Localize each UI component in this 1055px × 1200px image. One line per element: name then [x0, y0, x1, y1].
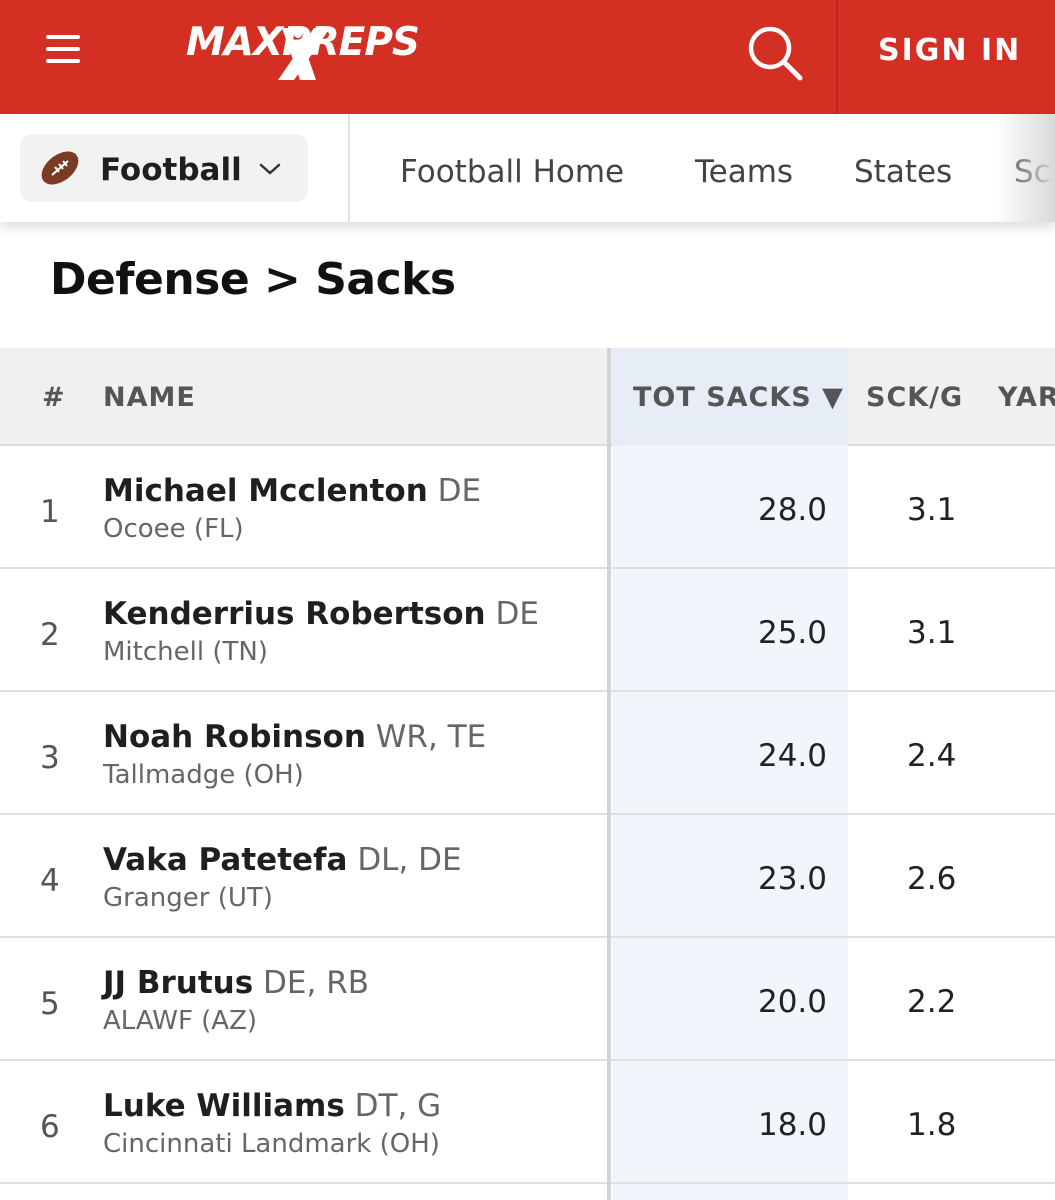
- tot-sacks-value: 24.0: [757, 738, 827, 774]
- row-rank: 5: [40, 986, 60, 1022]
- player-school[interactable]: Granger (UT): [103, 883, 273, 913]
- table-row[interactable]: 5 JJ Brutus DE, RB ALAWF (AZ) 20.0 2.2: [0, 938, 1055, 1061]
- sorted-column-highlight: [612, 446, 848, 1200]
- header-divider: [836, 0, 838, 114]
- page-title: Defense > Sacks: [50, 254, 456, 305]
- nav-links: Football Home Teams States Sc: [350, 114, 1055, 222]
- sck-g-value: 2.6: [907, 861, 957, 897]
- row-rank: 3: [40, 740, 60, 776]
- row-rank: 2: [40, 617, 60, 653]
- player-name-line: Noah Robinson WR, TE: [103, 719, 486, 755]
- player-name[interactable]: Michael Mcclenton: [103, 473, 428, 509]
- tot-sacks-value: 20.0: [757, 984, 827, 1020]
- search-icon[interactable]: [744, 22, 804, 82]
- sck-g-value: 3.1: [907, 615, 957, 651]
- nav-link-teams[interactable]: Teams: [695, 154, 794, 190]
- table-row[interactable]: 3 Noah Robinson WR, TE Tallmadge (OH) 24…: [0, 692, 1055, 815]
- table-header: # NAME TOT SACKS ▼ SCK/G YAR: [0, 348, 1055, 446]
- table-row[interactable]: 1 Michael Mcclenton DE Ocoee (FL) 28.0 3…: [0, 446, 1055, 569]
- row-rank: 1: [40, 494, 60, 530]
- player-name-line: Michael Mcclenton DE: [103, 473, 481, 509]
- col-header-tot-sacks[interactable]: TOT SACKS ▼: [633, 382, 844, 413]
- player-name[interactable]: Vaka Patetefa: [103, 842, 348, 878]
- tot-sacks-value: 28.0: [757, 492, 827, 528]
- col-header-rank: #: [42, 382, 66, 413]
- player-name[interactable]: Luke Williams: [103, 1088, 345, 1124]
- stats-table: # NAME TOT SACKS ▼ SCK/G YAR 1 Michael M…: [0, 348, 1055, 1200]
- player-school[interactable]: Ocoee (FL): [103, 514, 244, 544]
- sck-g-value: 2.4: [907, 738, 957, 774]
- tot-sacks-value: 18.0: [757, 1107, 827, 1143]
- maxpreps-logo[interactable]: MAXPREPS: [186, 14, 430, 84]
- logo-text: MAXPREPS: [186, 20, 420, 65]
- sck-g-value: 3.1: [907, 492, 957, 528]
- col-header-sck-g[interactable]: SCK/G: [866, 382, 964, 413]
- sign-in-button[interactable]: SIGN IN: [878, 33, 1022, 68]
- tot-sacks-value: 25.0: [757, 615, 827, 651]
- player-position: DT, G: [354, 1088, 442, 1124]
- logo-x-mark: [278, 27, 330, 80]
- row-rank: 6: [40, 1109, 60, 1145]
- table-row[interactable]: 6 Luke Williams DT, G Cincinnati Landmar…: [0, 1061, 1055, 1184]
- nav-scroll-fade: [995, 114, 1055, 222]
- player-name-line: Kenderrius Robertson DE: [103, 596, 539, 632]
- football-icon: [41, 151, 79, 185]
- player-name[interactable]: Kenderrius Robertson: [103, 596, 486, 632]
- sck-g-value: 2.2: [907, 984, 957, 1020]
- table-body: 1 Michael Mcclenton DE Ocoee (FL) 28.0 3…: [0, 446, 1055, 1184]
- player-position: DL, DE: [357, 842, 462, 878]
- chevron-down-icon: [259, 163, 281, 175]
- col-header-yards[interactable]: YAR: [998, 382, 1055, 413]
- frozen-column-divider: [607, 348, 611, 1200]
- tot-sacks-value: 23.0: [757, 861, 827, 897]
- player-position: WR, TE: [375, 719, 487, 755]
- sort-tot-sacks-header[interactable]: [612, 348, 848, 446]
- sport-label: Football: [100, 152, 242, 188]
- sport-selector[interactable]: Football: [20, 134, 308, 202]
- menu-icon[interactable]: [44, 32, 82, 66]
- sport-nav: Football Football Home Teams States Sc: [0, 114, 1055, 222]
- nav-divider: [348, 114, 350, 222]
- sck-g-value: 1.8: [907, 1107, 957, 1143]
- player-name[interactable]: Noah Robinson: [103, 719, 366, 755]
- nav-link-states[interactable]: States: [854, 154, 953, 190]
- player-name-line: JJ Brutus DE, RB: [103, 965, 369, 1001]
- table-row[interactable]: 2 Kenderrius Robertson DE Mitchell (TN) …: [0, 569, 1055, 692]
- player-position: DE: [495, 596, 539, 632]
- player-school[interactable]: Cincinnati Landmark (OH): [103, 1129, 440, 1159]
- player-school[interactable]: ALAWF (AZ): [103, 1006, 258, 1036]
- player-name-line: Luke Williams DT, G: [103, 1088, 441, 1124]
- table-row[interactable]: 4 Vaka Patetefa DL, DE Granger (UT) 23.0…: [0, 815, 1055, 938]
- top-bar: MAXPREPS SIGN IN: [0, 0, 1055, 114]
- player-name-line: Vaka Patetefa DL, DE: [103, 842, 462, 878]
- player-school[interactable]: Tallmadge (OH): [103, 760, 304, 790]
- player-school[interactable]: Mitchell (TN): [103, 637, 268, 667]
- nav-link-football-home[interactable]: Football Home: [400, 154, 625, 190]
- player-position: DE: [437, 473, 482, 509]
- player-position: DE, RB: [263, 965, 370, 1001]
- player-name[interactable]: JJ Brutus: [103, 965, 254, 1001]
- row-rank: 4: [40, 863, 60, 899]
- col-header-name[interactable]: NAME: [103, 382, 196, 413]
